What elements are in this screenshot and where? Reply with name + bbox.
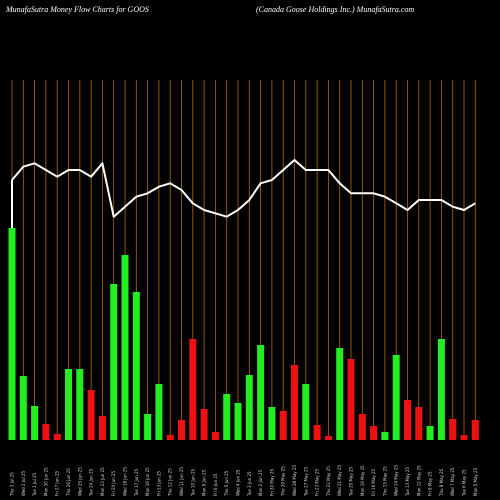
x-tick-label: Thu 8 May 25 (439, 468, 444, 497)
volume-bar (178, 420, 185, 440)
x-tick-label: Thu 3 Jul 25 (10, 472, 15, 497)
volume-bar (8, 228, 16, 440)
x-tick-label: Tue 27 May 25 (303, 466, 308, 497)
volume-bar (279, 411, 287, 440)
volume-bar (381, 432, 389, 440)
volume-bar (65, 369, 72, 440)
volume-bar (87, 390, 95, 440)
volume-bar (449, 419, 457, 440)
x-tick-label: Thu 26 Jun 25 (66, 468, 71, 497)
volume-bar (347, 359, 355, 440)
x-tick-label: Tue 6 May 25 (462, 469, 467, 497)
volume-bar (223, 394, 231, 440)
chart-header-right: (Canada Goose Holdings Inc.) MunafaSutra… (256, 5, 415, 14)
volume-bar (200, 409, 208, 440)
x-axis-tick-labels: Thu 3 Jul 25 Wed 2 Jul 25 Tue 1 Jul 25 Mon … (10, 465, 478, 497)
volume-bar (426, 426, 434, 440)
x-tick-label: Fri 27 Jun 25 (55, 471, 60, 496)
volume-bar (245, 375, 253, 440)
volume-bar (189, 339, 197, 440)
volume-bar (155, 384, 163, 440)
volume-bar (19, 376, 27, 440)
volume-bar (313, 425, 321, 440)
x-tick-label: Fri 23 May 25 (315, 469, 320, 496)
x-tick-label: Wed 18 Jun 25 (123, 467, 128, 496)
x-tick-label: Mon 16 Jun 25 (145, 467, 150, 496)
volume-bar (121, 255, 129, 440)
x-tick-label: Tue 20 May 25 (349, 466, 354, 497)
x-tick-label: Mon 5 May 25 (473, 467, 478, 496)
volume-bar (302, 384, 310, 440)
x-tick-label: Tue 24 Jun 25 (89, 468, 94, 497)
x-tick-label: Mon 12 May 25 (416, 465, 421, 496)
x-tick-label: Tue 17 Jun 25 (134, 468, 139, 497)
x-tick-label: Fri 20 Jun 25 (111, 471, 116, 496)
money-flow-line (11, 159, 476, 218)
x-tick-label: Fri 13 Jun 25 (156, 471, 161, 496)
x-tick-label: Fri 16 May 25 (371, 469, 376, 496)
volume-bar (268, 407, 276, 440)
volume-bar (392, 355, 400, 440)
x-tick-label: Tue 1 Jul 25 (32, 472, 37, 497)
volume-bar (234, 403, 242, 440)
volume-bar (98, 416, 106, 440)
volume-bar (132, 292, 140, 440)
volume-bar (370, 426, 378, 440)
volume-bar (31, 406, 39, 440)
x-tick-label: Tue 13 May 25 (405, 466, 410, 497)
x-tick-label: Wed 7 May 25 (450, 467, 455, 496)
x-tick-label: Wed 14 May 25 (394, 465, 399, 496)
volume-bar (110, 284, 118, 440)
x-tick-label: Thu 22 May 25 (326, 466, 331, 497)
volume-bar (291, 365, 298, 440)
x-tick-label: Mon 30 Jun 25 (43, 467, 48, 496)
x-tick-label: Wed 21 May 25 (337, 465, 342, 496)
x-tick-label: Mon 23 Jun 25 (100, 467, 105, 496)
x-tick-label: Thu 5 Jun 25 (224, 470, 229, 497)
x-tick-label: Tue 10 Jun 25 (190, 468, 195, 497)
volume-bar (144, 414, 152, 440)
x-tick-label: Wed 11 Jun 25 (179, 467, 184, 496)
x-tick-label: Fri 9 May 25 (428, 471, 433, 496)
x-tick-label: Fri 6 Jun 25 (213, 473, 218, 496)
volume-bar (437, 339, 445, 440)
volume-bars (8, 228, 479, 440)
volume-bar (211, 432, 219, 440)
volume-bar (336, 348, 344, 440)
volume-bar (42, 424, 50, 440)
x-tick-label: Thu 29 May 25 (281, 466, 286, 497)
x-tick-label: Wed 25 Jun 25 (77, 467, 82, 496)
volume-bar (53, 434, 61, 440)
volume-bar (404, 400, 411, 440)
x-tick-label: Thu 12 Jun 25 (168, 468, 173, 497)
x-tick-label: Mon 2 Jun 25 (258, 469, 263, 496)
volume-bar (166, 435, 174, 440)
x-tick-label: Wed 2 Jul 25 (21, 471, 26, 496)
volume-bar (76, 369, 84, 440)
volume-bar (257, 345, 265, 440)
volume-bar (471, 420, 479, 440)
x-tick-label: Thu 15 May 25 (382, 466, 387, 497)
volume-bar (324, 436, 332, 440)
chart-header-left: MunafaSutra Money Flow Charts for GOOS (6, 5, 149, 14)
volume-bar (460, 435, 468, 440)
volume-bar (415, 407, 423, 440)
x-tick-label: Wed 4 Jun 25 (236, 469, 241, 496)
volume-bar (358, 414, 366, 440)
x-tick-label: Tue 3 Jun 25 (247, 471, 252, 497)
x-tick-label: Mon 9 Jun 25 (202, 469, 207, 496)
x-tick-label: Fri 30 May 25 (269, 469, 274, 496)
x-tick-label: Wed 28 May 25 (292, 465, 297, 496)
x-tick-label: Mon 19 May 25 (360, 465, 365, 496)
